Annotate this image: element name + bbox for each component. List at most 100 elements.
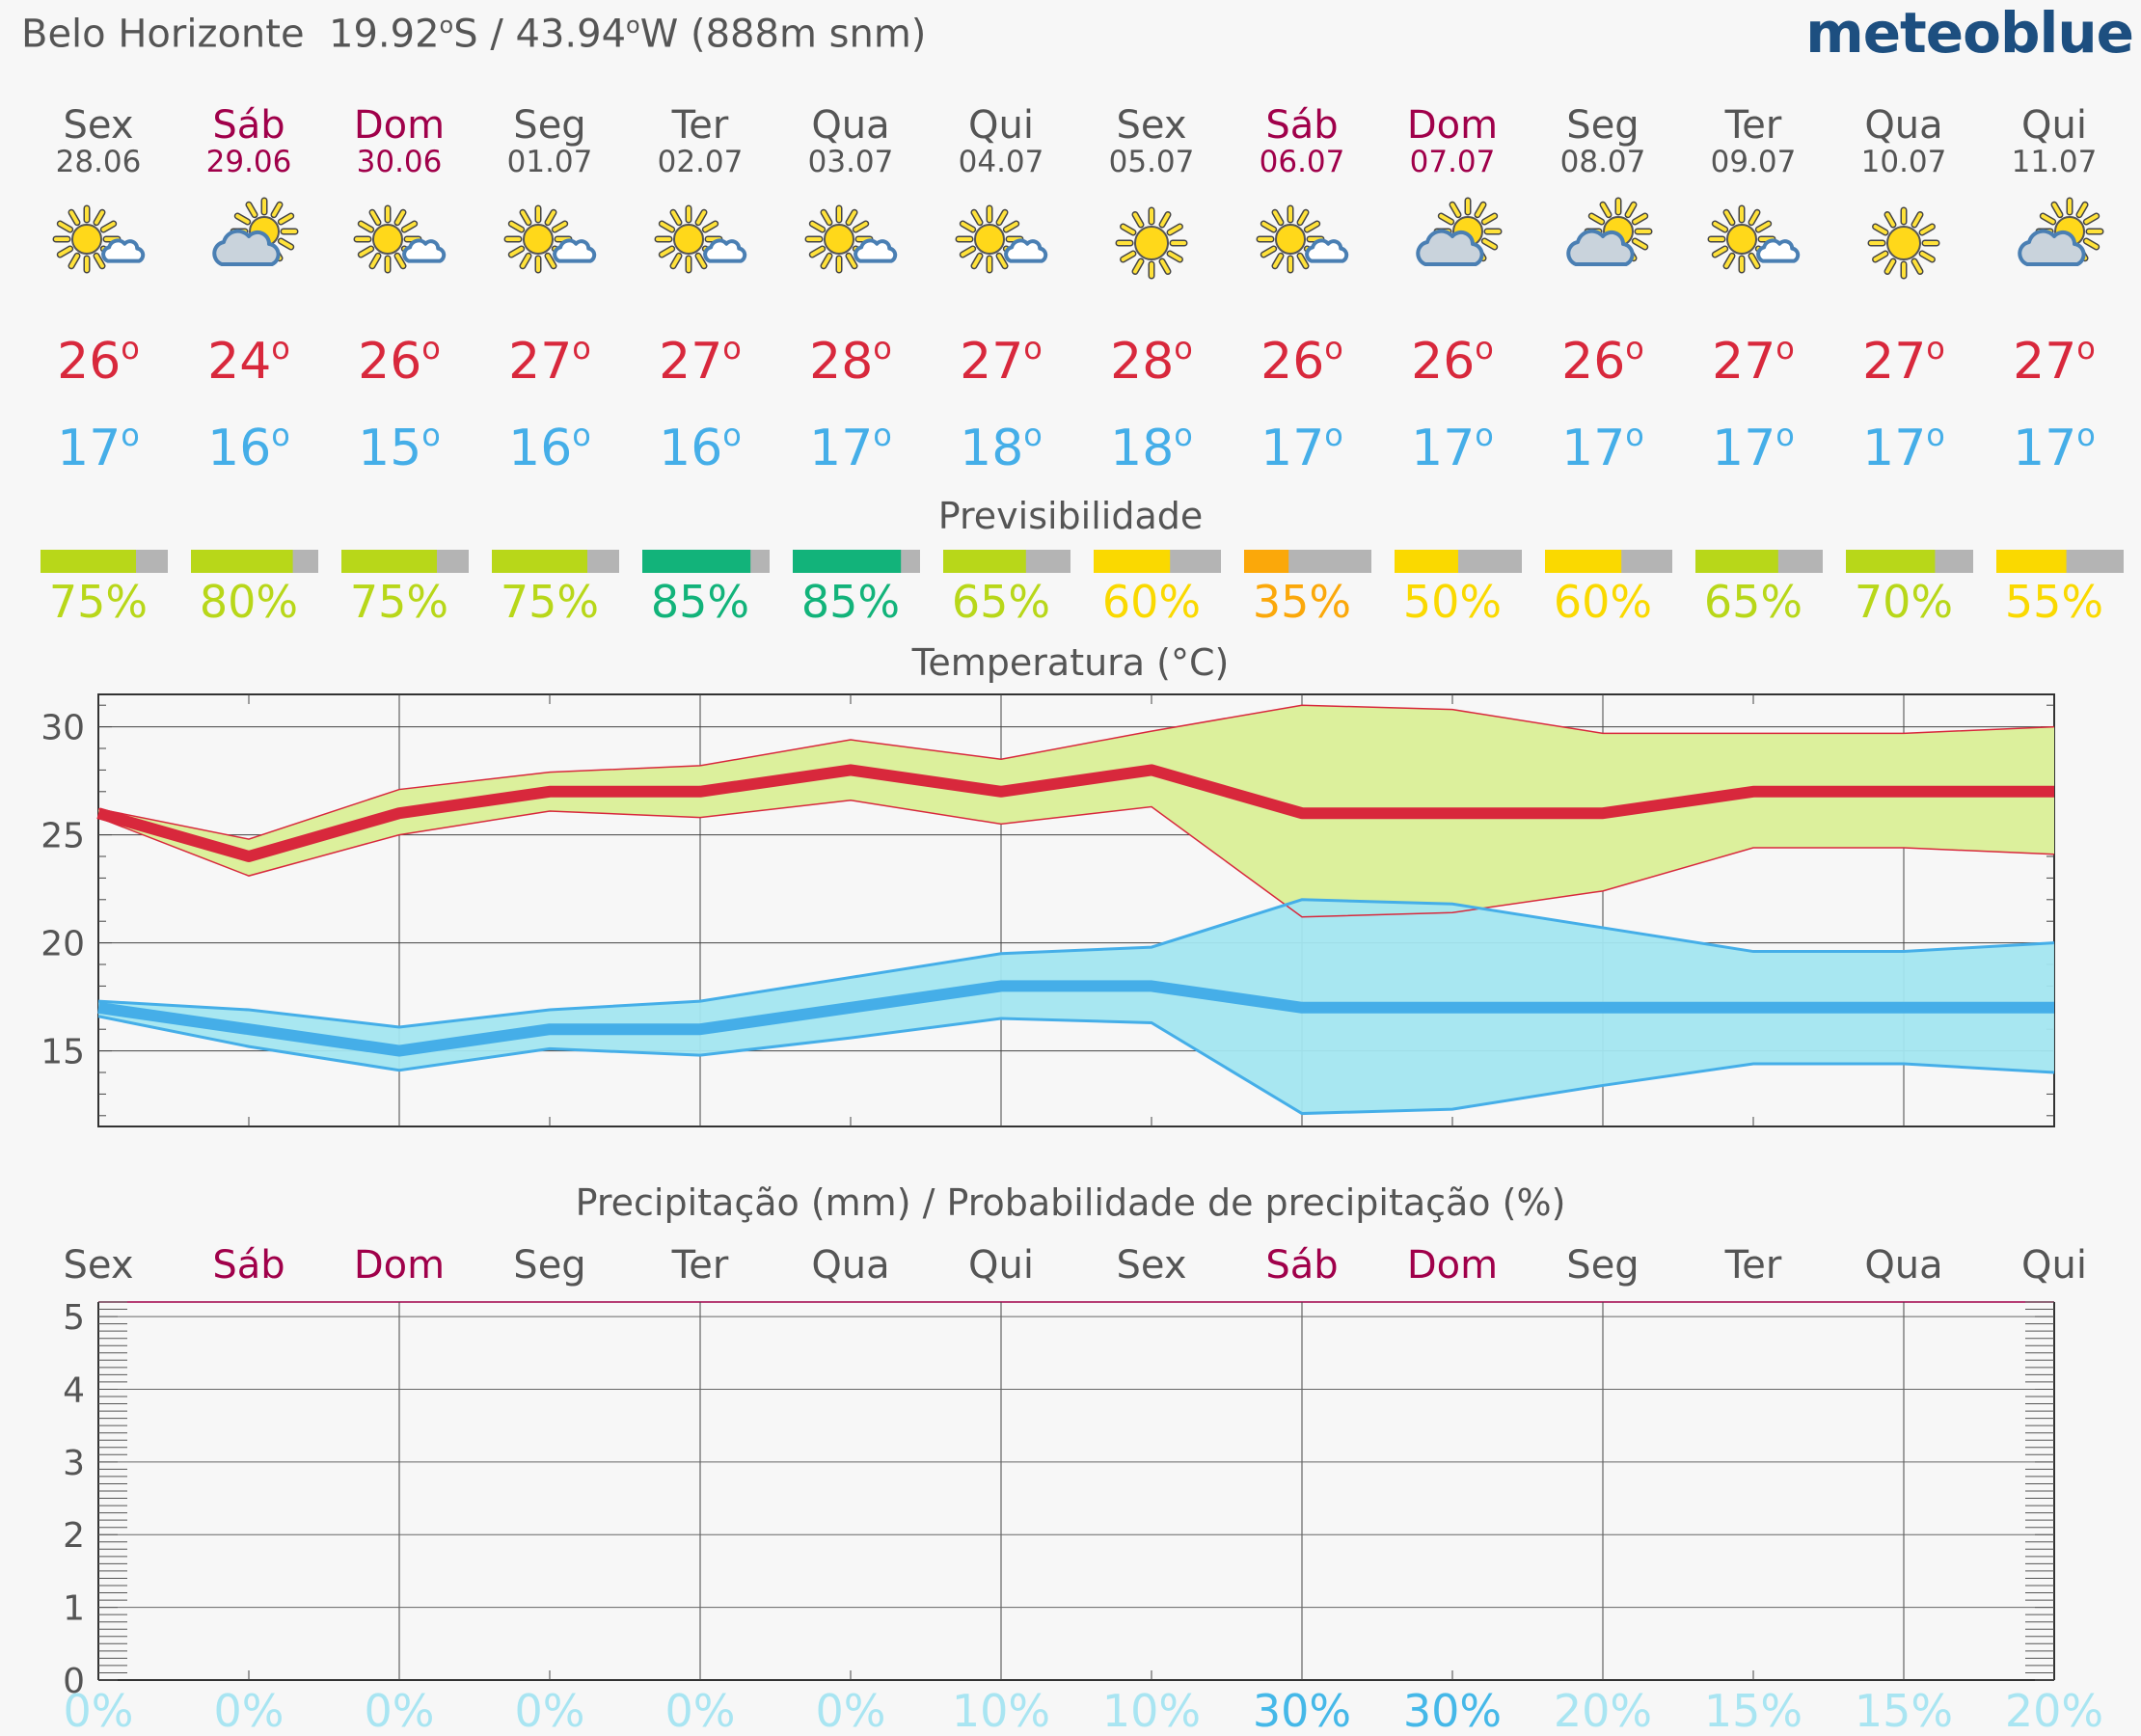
precip-probability-label: 30% [1253, 1685, 1351, 1736]
sun-ray [402, 222, 417, 231]
precip-y-label: 2 [63, 1516, 85, 1556]
max-temp-line [96, 764, 2054, 862]
sun-ray [1160, 259, 1170, 274]
cloud-shape [101, 238, 146, 263]
cloud-sun-icon [2018, 197, 2104, 266]
day-name: Sex [64, 103, 134, 148]
sun-ray [69, 210, 79, 225]
sun-ray [546, 254, 556, 268]
sun-ray [822, 210, 831, 225]
precip-probability-label: 0% [816, 1685, 886, 1736]
predictability-label: 55% [2005, 576, 2103, 628]
sun-ray [961, 247, 975, 257]
predictability-bar [793, 550, 902, 573]
sun-ray [997, 254, 1007, 268]
precip-day-name: Sáb [1265, 1243, 1338, 1288]
cloud-shape [1305, 238, 1349, 263]
predictability-label: 65% [952, 576, 1050, 628]
day-name: Seg [1566, 103, 1639, 148]
sun-ray [1749, 254, 1759, 268]
max-temp: 27o [659, 330, 742, 391]
sun-ray [521, 254, 530, 268]
sun-ray [1724, 254, 1734, 268]
day-name: Sáb [1265, 103, 1338, 148]
cloud-shape [212, 229, 281, 266]
precip-probability-label: 0% [214, 1685, 285, 1736]
sun-ray [279, 214, 293, 224]
max-temp-band-upper [97, 704, 2055, 840]
predictability-label: 75% [350, 576, 448, 628]
sun-disc [523, 224, 554, 255]
max-temp: 27o [2013, 330, 2096, 391]
precip-day-name: Qui [968, 1243, 1034, 1288]
min-temp-band-upper [97, 898, 2055, 1029]
day-date: 01.07 [507, 145, 593, 179]
sun-ray [1713, 222, 1727, 231]
max-temp: 26o [1561, 330, 1644, 391]
sun-ray [1885, 212, 1895, 227]
predictability-label: 35% [1253, 576, 1351, 628]
predictability-bar [492, 550, 587, 573]
meteoblue-logo[interactable]: meteoblue [1805, 0, 2134, 66]
sun-ray [1450, 203, 1460, 217]
predictability-title: Previsibilidade [938, 495, 1204, 537]
precip-probability-label: 0% [665, 1685, 736, 1736]
cloud-shape [1416, 229, 1484, 266]
sun-ray [359, 222, 373, 231]
precip-probability-label: 15% [1704, 1685, 1802, 1736]
sun-cloud-icon [804, 204, 898, 274]
min-temp: 17o [2013, 417, 2096, 477]
day-date: 08.07 [1560, 145, 1646, 179]
sun-ray [1482, 239, 1497, 249]
sun-ray [2052, 203, 2062, 217]
predictability-label: 60% [1554, 576, 1652, 628]
day-date: 07.07 [1410, 145, 1496, 179]
sun-ray [810, 222, 825, 231]
max-temp: 27o [960, 330, 1043, 391]
day-date: 29.06 [206, 145, 292, 179]
sun-ray [696, 254, 706, 268]
cloud-shape [2018, 229, 2086, 266]
predictability-label: 50% [1403, 576, 1502, 628]
sun-disc [1275, 224, 1306, 255]
precip-probability-label: 30% [1403, 1685, 1502, 1736]
sun-ray [671, 254, 681, 268]
sun-ray [359, 247, 373, 257]
temperature-y-label: 25 [41, 817, 85, 856]
sun-ray [1160, 212, 1170, 227]
predictability-bar [41, 550, 136, 573]
sun-ray [1305, 222, 1319, 231]
precip-y-label: 3 [63, 1444, 85, 1483]
precip-probability-label: 20% [1554, 1685, 1652, 1736]
sun-ray [95, 210, 104, 225]
day-name: Seg [513, 103, 585, 148]
predictability-bar [642, 550, 751, 573]
sun-ray [1273, 254, 1283, 268]
predictability-label: 85% [801, 576, 900, 628]
sun-cloud-icon [1707, 204, 1801, 274]
min-temp: 16o [207, 417, 290, 477]
sun-ray [1261, 222, 1276, 231]
sun-ray [1873, 252, 1887, 261]
min-temp: 16o [508, 417, 591, 477]
sun-ray [2041, 214, 2055, 224]
predictability-label: 65% [1704, 576, 1802, 628]
precip-y-label: 0 [63, 1662, 85, 1701]
max-temp: 26o [358, 330, 441, 391]
sun-ray [1121, 225, 1135, 234]
sun-ray [1920, 252, 1935, 261]
precip-day-name: Seg [1566, 1243, 1639, 1288]
predictability-label: 80% [200, 576, 298, 628]
temperature-y-label: 20 [41, 925, 85, 964]
latitude-dir: S [453, 12, 478, 57]
predictability-label: 85% [651, 576, 749, 628]
sun-cloud-icon [955, 204, 1048, 274]
sun-ray [370, 210, 380, 225]
sun-ray [1920, 225, 1935, 234]
sun-ray [696, 210, 706, 225]
min-temp: 17o [1862, 417, 1945, 477]
sun-ray [961, 222, 975, 231]
sun-ray [822, 254, 831, 268]
